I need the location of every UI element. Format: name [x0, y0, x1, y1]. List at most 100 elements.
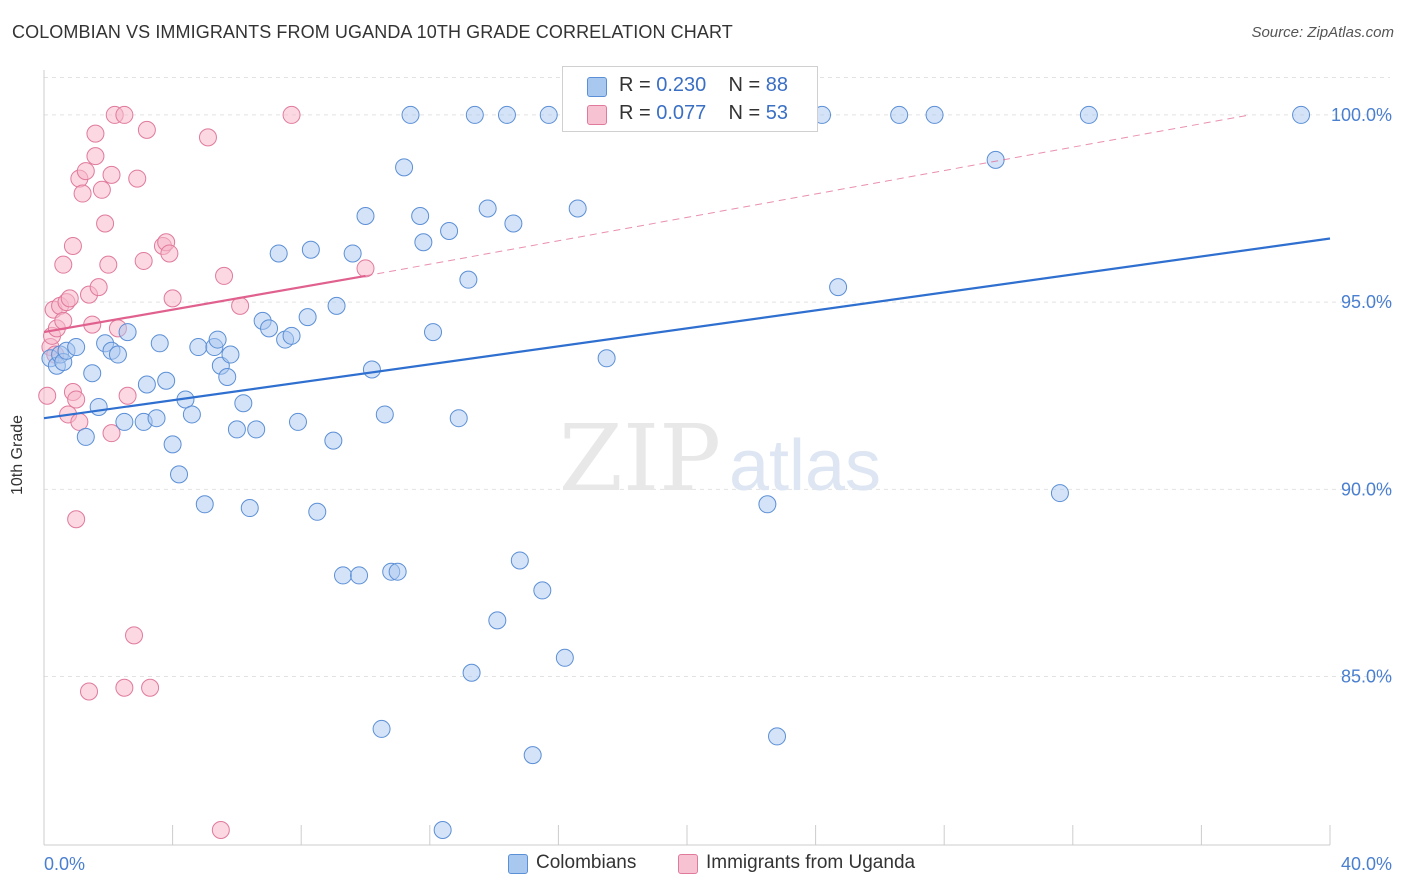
data-point-colombians	[118, 323, 137, 342]
data-point-uganda	[92, 180, 111, 199]
legend-swatch-blue	[587, 77, 607, 97]
data-point-uganda	[86, 124, 105, 143]
data-point-colombians	[539, 105, 558, 124]
data-point-colombians	[1292, 105, 1311, 124]
data-point-colombians	[157, 371, 176, 390]
data-point-colombians	[108, 345, 127, 364]
data-point-colombians	[375, 405, 394, 424]
data-point-colombians	[449, 409, 468, 428]
data-point-colombians	[497, 105, 516, 124]
grid-lines	[44, 76, 1390, 678]
data-point-colombians	[533, 581, 552, 600]
x-tick-label: 0.0%	[44, 854, 85, 874]
stats-legend: R = 0.230 N = 88 R = 0.077 N = 53	[562, 66, 818, 132]
data-point-colombians	[986, 150, 1005, 169]
axes	[43, 70, 1331, 846]
bottom-legend-label: Immigrants from Uganda	[706, 852, 916, 873]
data-point-colombians	[147, 409, 166, 428]
data-point-colombians	[247, 420, 266, 439]
data-point-uganda	[134, 251, 153, 270]
data-point-colombians	[356, 207, 375, 226]
data-point-colombians	[333, 566, 352, 585]
data-point-colombians	[372, 719, 391, 738]
data-point-uganda	[211, 821, 230, 840]
data-point-colombians	[433, 821, 452, 840]
data-point-colombians	[218, 368, 237, 387]
legend-n-label: N =	[728, 102, 766, 124]
trend-line-uganda	[43, 274, 366, 334]
data-point-colombians	[298, 308, 317, 327]
legend-n-label: N =	[728, 74, 766, 96]
data-point-colombians	[240, 499, 259, 518]
legend-n-value: 53	[765, 102, 789, 124]
data-point-uganda	[137, 120, 156, 139]
x-tick-label: 40.0%	[1341, 854, 1392, 874]
data-point-colombians	[411, 207, 430, 226]
data-point-uganda	[76, 162, 95, 181]
data-point-colombians	[234, 394, 253, 413]
data-point-uganda	[115, 678, 134, 697]
data-point-colombians	[282, 326, 301, 345]
legend-r-value: 0.077	[656, 102, 707, 124]
data-point-uganda	[128, 169, 147, 188]
data-point-colombians	[465, 105, 484, 124]
data-point-colombians	[424, 323, 443, 342]
data-point-colombians	[327, 296, 346, 315]
data-point-colombians	[67, 338, 86, 357]
data-point-colombians	[308, 502, 327, 521]
data-point-colombians	[478, 199, 497, 218]
data-point-colombians	[1079, 105, 1098, 124]
data-point-uganda	[215, 266, 234, 285]
y-tick-label: 85.0%	[1341, 667, 1392, 687]
trend-line-uganda-extension	[365, 114, 1250, 277]
data-point-colombians	[163, 435, 182, 454]
data-point-colombians	[504, 214, 523, 233]
data-point-colombians	[597, 349, 616, 368]
data-point-uganda	[125, 626, 144, 645]
data-point-colombians	[83, 364, 102, 383]
chart-title: COLOMBIAN VS IMMIGRANTS FROM UGANDA 10TH…	[12, 22, 733, 42]
data-point-colombians	[195, 495, 214, 514]
data-point-colombians	[170, 465, 189, 484]
data-point-colombians	[269, 244, 288, 263]
bottom-legend-swatch-blue	[508, 854, 528, 874]
legend-n-value: 88	[765, 74, 789, 96]
data-point-colombians	[324, 431, 343, 450]
legend-r-label: R =	[619, 102, 657, 124]
data-point-uganda	[67, 390, 86, 409]
legend-swatch-pink	[587, 105, 607, 125]
data-point-colombians	[568, 199, 587, 218]
data-point-uganda	[163, 289, 182, 308]
data-point-colombians	[89, 397, 108, 416]
data-point-colombians	[76, 427, 95, 446]
data-point-colombians	[362, 360, 381, 379]
data-point-colombians	[440, 221, 459, 240]
data-point-colombians	[301, 240, 320, 259]
data-point-colombians	[182, 405, 201, 424]
bottom-legend-swatch-pink	[678, 854, 698, 874]
data-point-colombians	[890, 105, 909, 124]
data-point-colombians	[459, 270, 478, 289]
data-point-uganda	[67, 510, 86, 529]
data-point-colombians	[227, 420, 246, 439]
data-point-uganda	[102, 424, 121, 443]
trend-lines	[43, 114, 1331, 420]
legend-r-value: 0.230	[656, 74, 707, 96]
data-point-uganda	[198, 128, 217, 147]
trend-line-colombians	[43, 237, 1331, 420]
data-point-colombians	[925, 105, 944, 124]
data-point-colombians	[137, 375, 156, 394]
data-point-colombians	[388, 562, 407, 581]
watermark-atlas: atlas	[729, 426, 881, 506]
data-point-uganda	[63, 236, 82, 255]
source-label: Source: ZipAtlas.com	[1251, 24, 1394, 41]
data-point-uganda	[73, 184, 92, 203]
data-point-colombians	[395, 158, 414, 177]
data-point-uganda	[70, 412, 89, 431]
data-point-colombians	[1050, 484, 1069, 503]
data-point-colombians	[523, 746, 542, 765]
data-point-uganda	[80, 682, 99, 701]
data-point-uganda	[60, 289, 79, 308]
tick-labels: 85.0% 90.0% 95.0% 100.0% 0.0% 40.0%	[44, 105, 1392, 874]
